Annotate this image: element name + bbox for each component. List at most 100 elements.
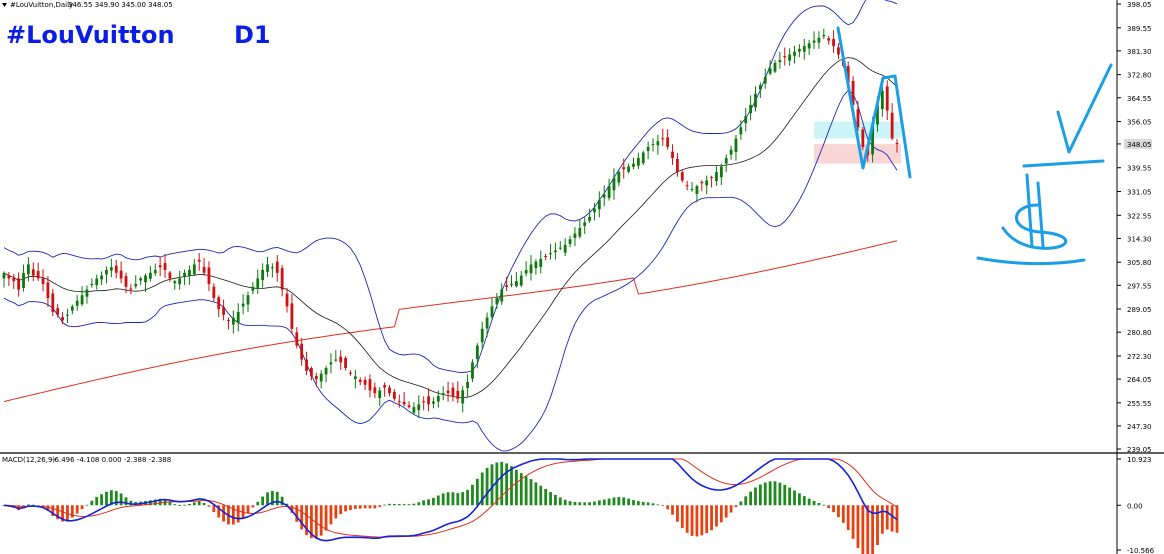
macd-hist-bar (641, 501, 645, 506)
macd-hist-bar (153, 499, 157, 506)
candle-body (680, 172, 684, 181)
candle-body (310, 367, 313, 377)
candle-body (402, 401, 406, 405)
dollar-bar-stroke (1036, 181, 1045, 248)
candle-body (700, 181, 704, 184)
macd-legend: MACD(12,26,9) -6.496 -4.108 0.000 -2.388… (2, 456, 171, 464)
candle-body (378, 390, 382, 399)
macd-hist-bar (588, 502, 591, 506)
macd-hist-bar (388, 503, 391, 506)
chart-header[interactable]: #LouVuitton,Daily 346.55 349.90 345.00 3… (2, 1, 173, 9)
macd-hist-bar (105, 491, 108, 506)
macd-hist-bar (353, 505, 357, 509)
macd-hist-bar (80, 505, 84, 510)
candle-body (17, 278, 21, 290)
candle-body (314, 375, 318, 380)
macd-hist-bar (680, 505, 684, 528)
macd-hist-bar (334, 505, 338, 519)
macd-hist-bar (554, 494, 557, 506)
candle-body (432, 401, 435, 404)
moving-average-long (3, 240, 898, 403)
macd-hist-bar (739, 501, 743, 506)
macd-hist-bar (95, 496, 99, 506)
candle-body (646, 146, 650, 152)
candle-body (251, 286, 255, 291)
macd-hist-bar (124, 497, 128, 506)
macd-tick-label: 0.00 (1127, 502, 1143, 510)
macd-hist-bar (436, 495, 440, 506)
candle-body (895, 142, 899, 145)
macd-hist-bar (188, 503, 191, 506)
candle-body (627, 166, 631, 172)
macd-hist-bar (290, 505, 294, 513)
macd-hist-bar (583, 502, 587, 506)
macd-hist-bar (563, 499, 567, 506)
candle-body (471, 362, 474, 379)
macd-hist-bar (710, 505, 713, 531)
macd-hist-bar (207, 505, 211, 507)
candle-body (222, 306, 225, 315)
candle-body (588, 216, 591, 221)
macd-hist-bar (744, 496, 748, 506)
candle-body (202, 266, 206, 273)
macd-hist-bar (471, 484, 474, 506)
macd-hist-bar (236, 505, 240, 523)
candle-body (685, 185, 689, 187)
candle-body (597, 200, 601, 210)
candle-body (475, 345, 479, 360)
macd-hist-bar (270, 490, 274, 506)
candle-body (505, 285, 509, 287)
macd-hist-bar (866, 505, 870, 554)
candle-body (529, 264, 533, 274)
macd-hist-bar (173, 504, 177, 506)
macd-hist-bar (724, 505, 728, 518)
macd-name: MACD(12,26,9) (2, 456, 55, 464)
candle-body (573, 233, 577, 238)
macd-hist-bar (231, 505, 235, 525)
candle-body (729, 149, 733, 155)
price-tick-label: 247.30 (1127, 423, 1152, 431)
candle-body (427, 396, 430, 405)
triangle-down-icon[interactable] (2, 3, 7, 7)
macd-hist-bar (656, 504, 660, 506)
candle-body (544, 256, 548, 258)
macd-hist-bar (26, 504, 30, 506)
macd-hist-bar (798, 493, 801, 506)
macd-hist-bar (456, 493, 460, 506)
candle-body (773, 62, 777, 72)
macd-hist-bar (685, 505, 689, 533)
candle-body (148, 272, 152, 279)
macd-hist-bar (66, 505, 69, 521)
macd-hist-bar (212, 505, 216, 513)
candle-body (344, 357, 347, 368)
macd-hist-bar (851, 505, 855, 539)
macd-hist-bar (31, 504, 35, 506)
candle-body (349, 372, 352, 374)
candle-body (329, 362, 333, 365)
macd-hist-bar (427, 499, 430, 506)
macd-hist-bar (314, 505, 318, 539)
candle-body (192, 264, 196, 275)
macd-hist-bar (778, 482, 782, 506)
candle-body (539, 258, 543, 268)
candle-body (383, 385, 387, 388)
macd-hist-bar (749, 491, 753, 506)
candle-body (363, 380, 367, 385)
macd-signal-line (3, 458, 898, 538)
price-axis: 398.05 389.55 381.30 372.80 364.55 356.05 339.… (1117, 1, 1152, 454)
candle-body (163, 262, 167, 271)
macd-hist-bar (85, 504, 89, 506)
price-panel (2, 0, 1113, 452)
candle-body (319, 373, 323, 382)
bollinger-bands (3, 0, 898, 452)
candle-body (661, 138, 665, 140)
current-price-label-bg (1124, 138, 1152, 149)
macd-hist-bar (329, 505, 333, 525)
macd-hist-bar (758, 484, 762, 506)
macd-hist-bar (241, 505, 245, 519)
macd-hist-bar (197, 501, 201, 506)
candle-body (275, 261, 279, 273)
macd-hist-bar (514, 469, 518, 506)
candle-body (12, 278, 16, 282)
price-tick-label: 272.30 (1127, 353, 1152, 361)
